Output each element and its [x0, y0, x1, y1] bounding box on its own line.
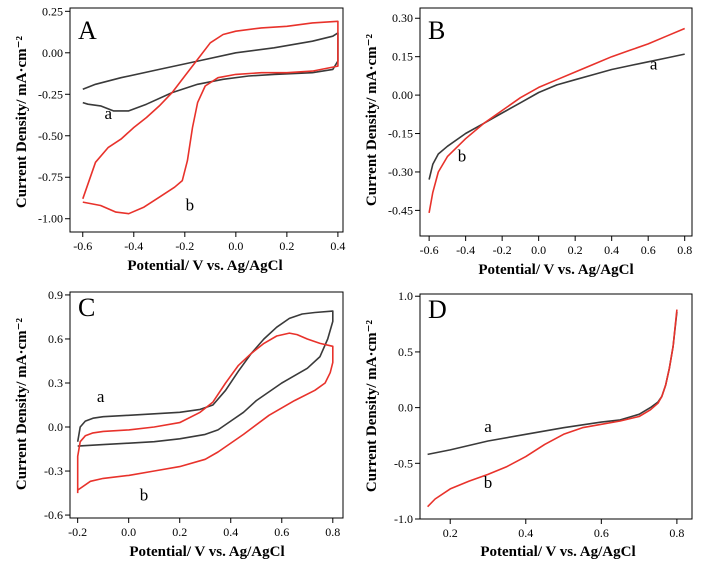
panel-a-ytick-label: -0.25	[38, 87, 63, 101]
panel-a-xtick-label: 0.0	[228, 239, 243, 253]
panel-a-xtick-label: -0.2	[175, 239, 194, 253]
panel-b-xtick-label: 0.8	[677, 243, 692, 257]
panel-c-xtick-label: 0.8	[325, 525, 340, 539]
panel-b-xtick-label: 0.0	[531, 243, 546, 257]
panel-a-xticks: -0.6 -0.4 -0.2 0.0 0.2 0.4	[73, 232, 345, 253]
panel-a-yticks: 0.25 0.00 -0.25 -0.50 -0.75 -1.00	[38, 4, 70, 226]
panel-b-frame	[419, 7, 693, 237]
panel-c-ytick-label: 0.9	[48, 288, 63, 302]
panel-b-ytick-label: -0.30	[388, 165, 413, 179]
panel-c-ytick-label: -0.3	[44, 464, 63, 478]
panel-c: C Potential/ V vs. Ag/AgCl Current Densi…	[14, 288, 344, 560]
panel-d: D Potential/ V vs. Ag/AgCl Current Densi…	[364, 289, 693, 560]
panel-b-xtick-label: -0.2	[493, 243, 512, 257]
panel-b-series-label: b	[458, 147, 467, 166]
panel-d-xtick-label: 0.4	[518, 526, 533, 540]
panel-d-yticks: 1.0 0.5 0.0 -0.5 -1.0	[394, 289, 420, 526]
panel-a-frame	[69, 7, 344, 233]
panel-b-ytick-label: -0.45	[388, 203, 413, 217]
panel-c-xticks: -0.2 0.0 0.2 0.4 0.6 0.8	[68, 518, 340, 539]
panel-a-xtick-label: 0.4	[330, 239, 345, 253]
panel-c-ytick-label: 0.6	[48, 332, 63, 346]
panel-d-letter: D	[428, 295, 447, 324]
panel-c-frame	[69, 291, 344, 519]
panel-a-series-b-line	[82, 20, 339, 215]
panel-d-xticks: 0.2 0.4 0.6 0.8	[443, 519, 684, 540]
panel-d-xtick-label: 0.2	[443, 526, 458, 540]
panel-a-ylabel: Current Density/ mA·cm⁻²	[14, 35, 30, 208]
panel-c-series-label: b	[140, 485, 149, 504]
panel-b: B Potential/ V vs. Ag/AgCl Current Densi…	[364, 7, 693, 278]
panel-a: A Potential/ V vs. Ag/AgCl Current Densi…	[14, 4, 345, 274]
panel-a-xtick-label: -0.4	[124, 239, 143, 253]
panel-b-series-label: a	[650, 54, 658, 73]
panel-b-ylabel: Current Density/ mA·cm⁻²	[364, 33, 380, 206]
panel-d-ytick-label: 0.0	[398, 401, 413, 415]
panel-d-ylabel: Current Density/ mA·cm⁻²	[364, 319, 380, 492]
panel-a-ytick-label: -0.50	[38, 129, 63, 143]
panel-c-series-label: a	[97, 387, 105, 406]
panel-d-ytick-label: -1.0	[394, 512, 413, 526]
panel-b-letter: B	[428, 16, 445, 45]
panel-a-xtick-label: 0.2	[279, 239, 294, 253]
panel-a-series-a-line	[82, 32, 339, 112]
panel-a-ytick-label: 0.00	[42, 46, 63, 60]
panel-d-series-label: a	[484, 417, 492, 436]
panel-b-xtick-label: 0.4	[604, 243, 619, 257]
panel-a-series-label: b	[186, 195, 195, 214]
panel-a-ytick-label: 0.25	[42, 4, 63, 18]
panel-b-xtick-label: 0.6	[641, 243, 656, 257]
panel-b-yticks: 0.30 0.15 0.00 -0.15 -0.30 -0.45	[388, 11, 420, 217]
panel-c-xtick-label: -0.2	[68, 525, 87, 539]
panel-a-ytick-label: -1.00	[38, 212, 63, 226]
panel-c-xtick-label: 0.0	[121, 525, 136, 539]
panel-d-series-a-line	[427, 311, 678, 456]
panel-a-series-label: a	[104, 104, 112, 123]
panel-b-ytick-label: 0.30	[392, 11, 413, 25]
panel-b-ytick-label: 0.15	[392, 50, 413, 64]
panel-d-xlabel: Potential/ V vs. Ag/AgCl	[480, 544, 635, 560]
panel-c-letter: C	[78, 293, 95, 322]
panel-c-xtick-label: 0.6	[274, 525, 289, 539]
panel-d-xtick-label: 0.8	[669, 526, 684, 540]
panel-b-ytick-label: -0.15	[388, 127, 413, 141]
panel-c-series-b-line	[76, 332, 334, 494]
panel-c-xtick-label: 0.4	[223, 525, 238, 539]
panel-a-ytick-label: -0.75	[38, 170, 63, 184]
panel-d-ytick-label: 0.5	[398, 345, 413, 359]
panel-d-series-b-line	[427, 309, 678, 508]
panel-a-xtick-label: -0.6	[73, 239, 92, 253]
panel-b-xtick-label: 0.2	[568, 243, 583, 257]
panel-b-series-b-line	[428, 27, 686, 214]
panel-a-letter: A	[78, 16, 97, 45]
panel-c-yticks: 0.9 0.6 0.3 0.0 -0.3 -0.6	[44, 288, 70, 522]
panel-d-series-label: b	[484, 473, 493, 492]
panel-a-xlabel: Potential/ V vs. Ag/AgCl	[127, 258, 282, 274]
panel-d-ytick-label: -0.5	[394, 456, 413, 470]
panel-c-xlabel: Potential/ V vs. Ag/AgCl	[129, 544, 284, 560]
panel-b-xlabel: Potential/ V vs. Ag/AgCl	[478, 262, 633, 278]
panel-c-ytick-label: -0.6	[44, 508, 63, 522]
panel-c-ytick-label: 0.0	[48, 420, 63, 434]
panel-c-xtick-label: 0.2	[172, 525, 187, 539]
panel-b-xticks: -0.6 -0.4 -0.2 0.0 0.2 0.4 0.6 0.8	[420, 236, 692, 257]
panel-d-xtick-label: 0.6	[594, 526, 609, 540]
panel-c-series-a-line	[76, 310, 334, 447]
panel-d-frame	[419, 293, 693, 520]
panel-d-ytick-label: 1.0	[398, 289, 413, 303]
panel-b-series-a-line	[428, 53, 685, 180]
panel-b-ytick-label: 0.00	[392, 88, 413, 102]
panel-c-ytick-label: 0.3	[48, 376, 63, 390]
panel-b-xtick-label: -0.4	[456, 243, 475, 257]
panel-c-ylabel: Current Density/ mA·cm⁻²	[14, 317, 30, 490]
panel-b-xtick-label: -0.6	[420, 243, 439, 257]
